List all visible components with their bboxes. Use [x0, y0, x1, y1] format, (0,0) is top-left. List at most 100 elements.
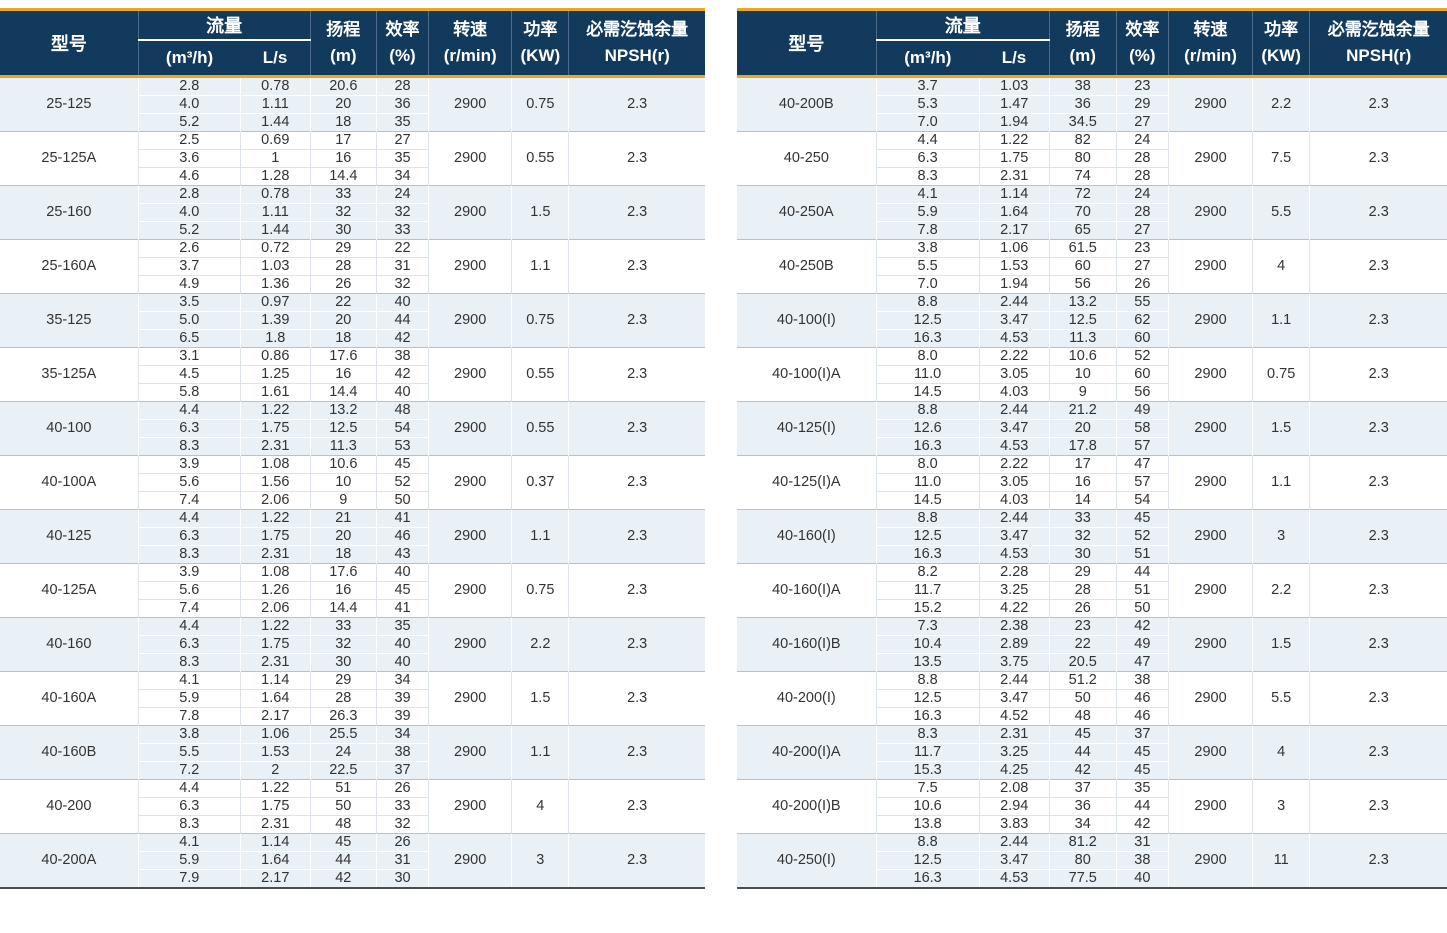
table-row: 7.8 2.17 65 27 [737, 221, 1447, 240]
col-header-head: 扬程 (m) [1048, 9, 1117, 78]
cell-flow-ls: 1.22 [239, 617, 311, 636]
cell-model: 40-160A [0, 671, 139, 726]
cell-flow-ls: 1.53 [239, 743, 311, 762]
cell-head: 16 [309, 149, 377, 168]
cell-flow-m3h: 5.9 [137, 851, 241, 870]
cell-head: 32 [309, 635, 377, 654]
cell-speed: 2900 [1168, 293, 1253, 348]
cell-head: 37 [1048, 779, 1117, 798]
table-row: 3.6 1 16 35 [0, 149, 705, 168]
cell-model: 40-250 [737, 131, 877, 186]
cell-flow-ls: 2.94 [978, 797, 1050, 816]
cell-efficiency: 42 [1115, 617, 1170, 636]
cell-flow-m3h: 11.0 [875, 473, 980, 492]
cell-efficiency: 23 [1115, 239, 1170, 258]
cell-speed: 2900 [428, 401, 513, 456]
cell-flow-ls: 1.44 [239, 113, 311, 132]
cell-efficiency: 29 [1115, 95, 1170, 114]
cell-head: 70 [1048, 203, 1117, 222]
col-header-head: 扬程 (m) [309, 9, 377, 78]
cell-head: 17.8 [1048, 437, 1117, 456]
table-row: 8.3 2.31 11.3 53 [0, 437, 705, 456]
cell-power: 0.55 [511, 131, 570, 186]
cell-power: 1.5 [1251, 401, 1311, 456]
cell-head: 38 [1048, 76, 1117, 96]
cell-flow-ls: 3.25 [978, 581, 1050, 600]
cell-efficiency: 40 [375, 293, 430, 312]
table-row: 5.6 1.26 16 45 [0, 581, 705, 600]
cell-flow-m3h: 7.0 [875, 113, 980, 132]
cell-flow-m3h: 4.1 [875, 185, 980, 204]
cell-head: 14.4 [309, 599, 377, 618]
table-row: 40-250B 3.8 1.06 61.5 23 2900 4 2.3 [737, 239, 1447, 294]
table-row: 4.0 1.11 32 32 [0, 203, 705, 222]
table-row: 11.0 3.05 10 60 [737, 365, 1447, 384]
cell-flow-ls: 2.22 [978, 455, 1050, 474]
col-header-flow-ls: L/s [979, 40, 1050, 78]
cell-flow-ls: 1.08 [239, 563, 311, 582]
table-row: 40-200A 4.1 1.14 45 26 2900 3 2.3 [0, 833, 705, 888]
cell-speed: 2900 [1168, 347, 1253, 402]
cell-efficiency: 27 [1115, 257, 1170, 276]
cell-flow-m3h: 11.0 [875, 365, 980, 384]
cell-efficiency: 41 [375, 599, 430, 618]
cell-efficiency: 52 [375, 473, 430, 492]
cell-head: 16 [309, 365, 377, 384]
table-row: 7.8 2.17 26.3 39 [0, 707, 705, 726]
cell-flow-m3h: 5.9 [137, 689, 241, 708]
cell-head: 22.5 [309, 761, 377, 780]
table-row: 35-125 3.5 0.97 22 40 2900 0.75 2.3 [0, 293, 705, 348]
table-row: 12.6 3.47 20 58 [737, 419, 1447, 438]
cell-head: 10.6 [309, 455, 377, 474]
col-header-flow-m3h: (m³/h) [138, 40, 241, 78]
table-row: 13.8 3.83 34 42 [737, 815, 1447, 834]
table-row: 5.0 1.39 20 44 [0, 311, 705, 330]
cell-npsh: 2.3 [1309, 239, 1447, 294]
table-row: 40-200B 3.7 1.03 38 23 2900 2.2 2.3 [737, 76, 1447, 132]
cell-flow-ls: 1.75 [239, 527, 311, 546]
cell-head: 16 [309, 581, 377, 600]
cell-model: 40-200(I)A [737, 725, 877, 780]
cell-flow-m3h: 10.6 [875, 797, 980, 816]
cell-head: 21.2 [1048, 401, 1117, 420]
cell-model: 40-160(I)A [737, 563, 877, 618]
cell-flow-m3h: 16.3 [875, 707, 980, 726]
table-row: 15.2 4.22 26 50 [737, 599, 1447, 618]
col-header-model-label: 型号 [50, 34, 87, 54]
cell-head: 42 [309, 869, 377, 888]
table-row: 25-125 2.8 0.78 20.6 28 2900 0.75 2.3 [0, 76, 705, 132]
cell-efficiency: 30 [375, 869, 430, 888]
cell-efficiency: 38 [375, 347, 430, 366]
cell-flow-ls: 1.64 [978, 203, 1050, 222]
cell-head: 45 [1048, 725, 1117, 744]
cell-flow-m3h: 5.2 [137, 221, 241, 240]
cell-head: 20.6 [309, 76, 377, 96]
cell-npsh: 2.3 [568, 509, 705, 564]
table-body-right: 40-200B 3.7 1.03 38 23 2900 2.2 2.3 5.3 1.47 36 29 7… [737, 76, 1447, 888]
cell-speed: 2900 [1168, 833, 1253, 888]
cell-head: 28 [309, 257, 377, 276]
cell-flow-m3h: 8.0 [875, 455, 980, 474]
cell-model: 35-125A [0, 347, 139, 402]
cell-head: 26 [1048, 599, 1117, 618]
table-row: 5.2 1.44 18 35 [0, 113, 705, 132]
table-row: 40-200 4.4 1.22 51 26 2900 4 2.3 [0, 779, 705, 834]
cell-efficiency: 32 [375, 815, 430, 834]
cell-efficiency: 27 [1115, 113, 1170, 132]
cell-flow-ls: 2.31 [239, 437, 311, 456]
cell-flow-ls: 4.03 [978, 491, 1050, 510]
cell-flow-m3h: 3.8 [137, 725, 241, 744]
cell-head: 65 [1048, 221, 1117, 240]
cell-efficiency: 45 [375, 455, 430, 474]
cell-flow-m3h: 8.3 [137, 545, 241, 564]
cell-efficiency: 51 [1115, 581, 1170, 600]
cell-npsh: 2.3 [1309, 563, 1447, 618]
cell-flow-ls: 0.72 [239, 239, 311, 258]
table-row: 5.9 1.64 44 31 [0, 851, 705, 870]
cell-model: 40-160B [0, 725, 139, 780]
cell-speed: 2900 [428, 293, 513, 348]
cell-flow-ls: 1.64 [239, 689, 311, 708]
table-row: 5.8 1.61 14.4 40 [0, 383, 705, 402]
cell-head: 51 [309, 779, 377, 798]
cell-model: 40-125(I)A [737, 455, 877, 510]
